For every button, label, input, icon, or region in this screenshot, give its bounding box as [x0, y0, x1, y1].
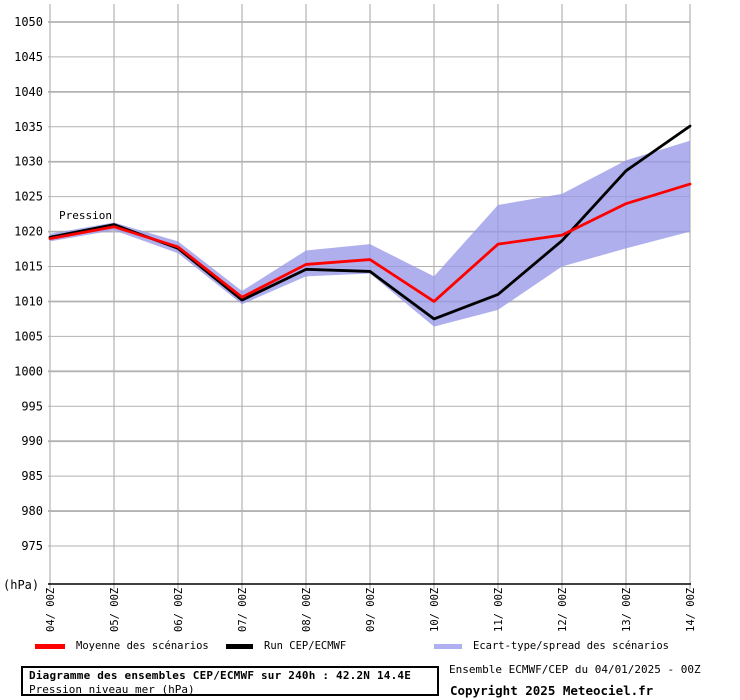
- legend-run-label: Run CEP/ECMWF: [264, 640, 347, 652]
- x-tick-label: 08/ 00Z: [301, 588, 313, 632]
- x-tick-label: 07/ 00Z: [237, 588, 249, 632]
- ensemble-run-info: Ensemble ECMWF/CEP du 04/01/2025 - 00Z: [449, 663, 701, 676]
- x-tick-label: 04/ 00Z: [45, 588, 57, 632]
- x-tick-label: 09/ 00Z: [365, 588, 377, 632]
- y-tick-label: 1025: [14, 190, 43, 204]
- spread-band: [50, 140, 690, 327]
- y-tick-label: 1015: [14, 260, 43, 274]
- legend-entry-spread: Ecart-type/spread des scénarios: [434, 640, 669, 652]
- chart-title: Diagramme des ensembles CEP/ECMWF sur 24…: [29, 669, 412, 682]
- spread-band-swatch-icon: [434, 643, 462, 649]
- x-tick-label: 06/ 00Z: [173, 588, 185, 632]
- y-tick-label: 1005: [14, 329, 43, 343]
- y-tick-label: 975: [21, 539, 43, 553]
- y-tick-label: 1045: [14, 50, 43, 64]
- y-tick-label: 1035: [14, 120, 43, 134]
- x-tick-label: 12/ 00Z: [557, 588, 569, 632]
- legend-spread-label: Ecart-type/spread des scénarios: [473, 640, 669, 652]
- y-tick-label: 1010: [14, 294, 43, 308]
- x-tick-label: 05/ 00Z: [109, 588, 121, 632]
- mean-line-swatch-icon: [35, 643, 65, 649]
- chart-svg: 975 980 985 990 995 1000 1005 1010 1015 1020 1025 1…: [14, 4, 697, 632]
- y-tick-label: 985: [21, 469, 43, 483]
- y-tick-label: 1040: [14, 85, 43, 99]
- copyright-notice: Copyright 2025 Meteociel.fr: [450, 683, 654, 698]
- mean-line: [48, 182, 692, 303]
- y-tick-label: 990: [21, 434, 43, 448]
- y-tick-label: 1020: [14, 225, 43, 239]
- x-tick-label: 11/ 00Z: [493, 588, 505, 632]
- pressure-inline-label: Pression: [59, 209, 112, 222]
- x-tick-label: 10/ 00Z: [429, 588, 441, 632]
- chart-subtitle: Pression niveau mer (hPa): [29, 683, 195, 696]
- title-box: Diagramme des ensembles CEP/ECMWF sur 24…: [21, 666, 439, 696]
- x-tick-label: 14/ 00Z: [685, 588, 697, 632]
- legend-entry-mean: Moyenne des scénarios: [35, 640, 209, 652]
- y-tick-label: 1000: [14, 364, 43, 378]
- run-line-swatch-icon: [226, 643, 253, 649]
- legend-entry-run: Run CEP/ECMWF: [226, 640, 346, 652]
- y-axis-unit-label: (hPa): [3, 578, 40, 592]
- y-tick-label: 995: [21, 399, 43, 413]
- y-tick-label: 980: [21, 504, 43, 518]
- legend-mean-label: Moyenne des scénarios: [76, 640, 209, 652]
- x-tick-label: 13/ 00Z: [621, 588, 633, 632]
- y-tick-label: 1050: [14, 15, 43, 29]
- y-tick-label: 1030: [14, 155, 43, 169]
